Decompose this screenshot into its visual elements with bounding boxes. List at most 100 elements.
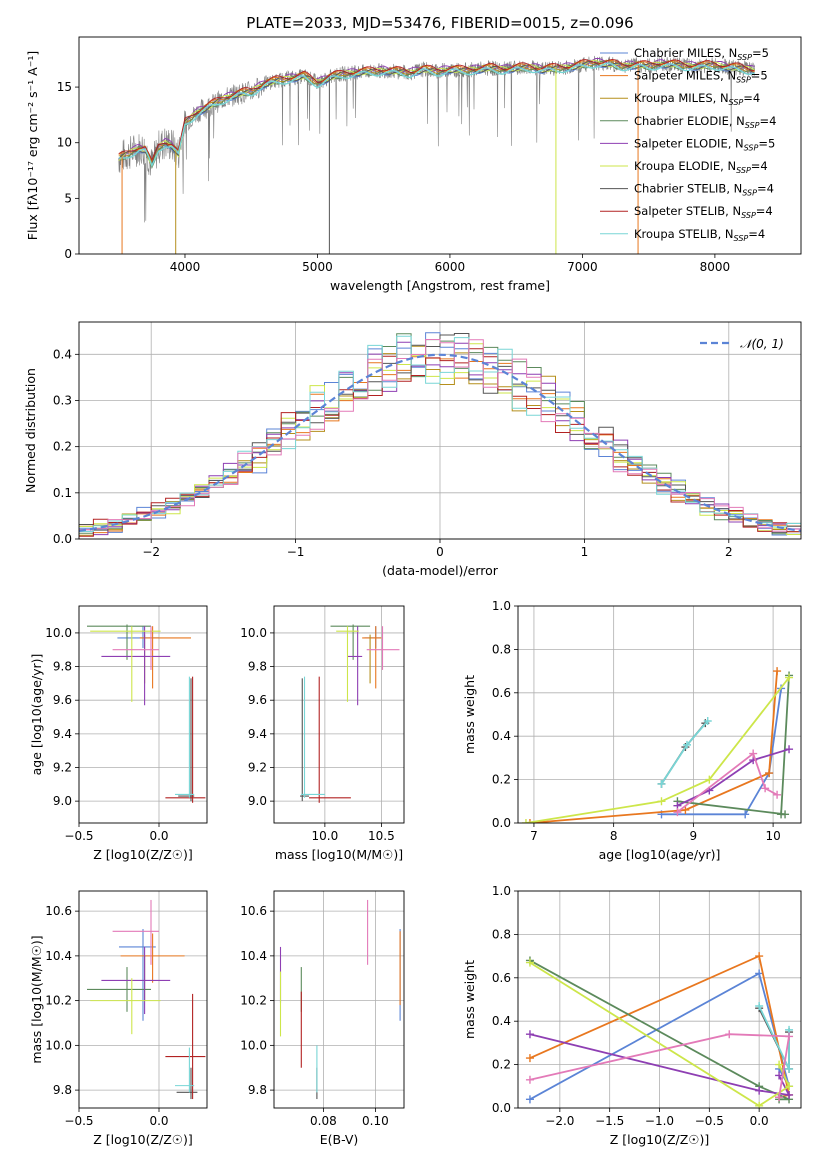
weight-marker	[673, 808, 682, 817]
y-tick-label: 9.0	[248, 794, 267, 808]
x-tick-label: 0.0	[750, 1114, 769, 1128]
y-tick-label: 9.8	[53, 1083, 72, 1097]
residuals-panel: −2 −1 0 1 2 0.0 0.1 0.2 0.3 0.4 (data-model)/error…	[23, 321, 802, 578]
x-tick-label: 0.0	[149, 1114, 168, 1128]
errorbar-point	[87, 624, 151, 660]
legend-entry: 𝒩(0, 1)	[740, 337, 784, 351]
y-tick-label: 9.6	[248, 693, 267, 707]
age_vs_mass-panel: 10.0 10.5 9.0 9.2 9.4 9.6 9.8 10.0 mass [log10(M…	[240, 605, 405, 862]
weight_vs_Z-panel: −2.0 −1.5 −1.0 −0.5 0.0 0.0 0.2 0.4 0.6 0.8 1.0 Z […	[462, 884, 802, 1147]
legend-entry: Salpeter STELIB, NSSP=4	[634, 204, 773, 220]
weight-marker	[683, 740, 692, 749]
y-tick-label: 10.0	[240, 1038, 267, 1052]
errorbar-point	[87, 967, 151, 1012]
x-tick-label: −1.0	[645, 1114, 674, 1128]
y-tick-label: 10.0	[45, 626, 72, 640]
y-tick-label: 9.0	[53, 794, 72, 808]
x-tick-label: 7	[530, 829, 538, 843]
weight_vs_age-panel: 7 8 9 10 0.0 0.2 0.4 0.6 0.8 1.0 age [log10(age/yr…	[462, 599, 802, 862]
weight-marker	[785, 1090, 794, 1099]
errorbar-point	[90, 626, 161, 702]
x-tick-label: 2	[725, 545, 733, 559]
weight-marker	[521, 819, 530, 823]
weight-line	[661, 688, 782, 816]
axes-frame	[78, 605, 208, 824]
y-tick-label: 10.4	[45, 949, 72, 963]
x-axis-label: (data-model)/error	[382, 563, 499, 578]
y-tick-label: 0.4	[53, 347, 72, 361]
weight-marker	[785, 745, 794, 754]
y-tick-label: 15	[57, 80, 72, 94]
mass_vs_ebv-panel: 0.08 0.10 9.8 10.0 10.2 10.4 10.6 E(B-V)	[240, 890, 405, 1147]
errorbar-point	[165, 676, 206, 803]
x-axis-label: E(B-V)	[320, 1132, 359, 1147]
errorbar-point	[330, 624, 371, 660]
weight-marker	[657, 779, 666, 788]
y-axis-label: mass weight	[462, 675, 477, 754]
x-tick-label: 6000	[435, 260, 466, 274]
weight_vs_age-plot-area	[521, 667, 794, 823]
weight-marker	[773, 790, 782, 799]
y-axis-label: Flux [fλ10⁻¹⁷ erg cm⁻² s⁻¹ A⁻¹]	[25, 51, 40, 240]
errorbar-point	[301, 676, 325, 798]
legend-entry: Chabrier MILES, NSSP=5	[634, 46, 769, 62]
model-line-chabrier-elodie	[118, 61, 755, 170]
x-tick-label: −0.5	[64, 829, 93, 843]
y-tick-label: 1.0	[492, 884, 511, 898]
y-tick-label: 10	[57, 136, 72, 150]
y-tick-label: 9.6	[53, 693, 72, 707]
errorbar-point	[101, 946, 171, 1015]
x-tick-label: 5000	[302, 260, 333, 274]
x-tick-label: 0	[436, 545, 444, 559]
errorbar-point	[178, 678, 195, 802]
y-tick-label: 0.6	[492, 686, 511, 700]
x-tick-label: 10.0	[312, 829, 339, 843]
weight-line	[529, 671, 778, 823]
y-tick-label: 10.4	[240, 949, 267, 963]
weight-line	[529, 1033, 791, 1098]
x-axis-label: Z [log10(Z/Z☉)]	[93, 1132, 193, 1147]
y-tick-label: 9.8	[248, 1083, 267, 1097]
errorbar-point	[176, 1067, 198, 1100]
x-axis-label: Z [log10(Z/Z☉)]	[610, 1132, 710, 1147]
weight-line	[529, 961, 791, 1107]
x-tick-label: 8000	[700, 260, 731, 274]
y-tick-label: 0.6	[492, 971, 511, 985]
x-tick-label: −2	[142, 545, 160, 559]
spectrum-panel: 4000 5000 6000 7000 8000 0 5 10 15 wavelength [An…	[25, 36, 802, 293]
weight-marker	[525, 1030, 534, 1039]
x-tick-label: 9	[690, 829, 698, 843]
errorbar-point	[347, 626, 363, 706]
legend-entry: Kroupa MILES, NSSP=4	[634, 91, 760, 107]
weight-marker	[705, 775, 714, 784]
y-tick-label: 0	[64, 247, 72, 261]
errorbar-point	[112, 626, 159, 670]
x-axis-label: mass [log10(M/M☉)]	[275, 847, 403, 862]
y-tick-label: 10.0	[45, 1038, 72, 1052]
y-tick-label: 0.8	[492, 642, 511, 656]
weight-marker	[755, 1086, 764, 1095]
weight-marker	[657, 797, 666, 806]
x-tick-label: −1.5	[595, 1114, 624, 1128]
weight-marker	[761, 784, 770, 793]
y-tick-label: 0.2	[53, 440, 72, 454]
model-line-salpeter-stelib	[118, 58, 755, 162]
weight-marker	[525, 1075, 534, 1084]
axes-frame	[78, 890, 208, 1109]
y-tick-label: 9.8	[248, 660, 267, 674]
normal-curve	[79, 353, 801, 532]
model-line-kroupa-stelib	[118, 62, 755, 168]
figure-title: PLATE=2033, MJD=53476, FIBERID=0015, z=0…	[246, 14, 633, 32]
y-tick-label: 1.0	[492, 599, 511, 613]
y-tick-label: 5	[64, 191, 72, 205]
weight-marker	[703, 717, 712, 726]
errorbar-point	[366, 626, 400, 670]
age_vs_mass-plot-area	[300, 624, 400, 803]
y-tick-label: 0.2	[492, 773, 511, 787]
y-axis-label: mass weight	[462, 960, 477, 1039]
spectrum-plot-area	[118, 55, 755, 254]
legend-entry: Salpeter MILES, NSSP=5	[634, 69, 768, 85]
y-tick-label: 10.6	[240, 904, 267, 918]
weight-marker	[775, 1093, 784, 1102]
y-axis-label: Normed distribution	[23, 368, 38, 493]
